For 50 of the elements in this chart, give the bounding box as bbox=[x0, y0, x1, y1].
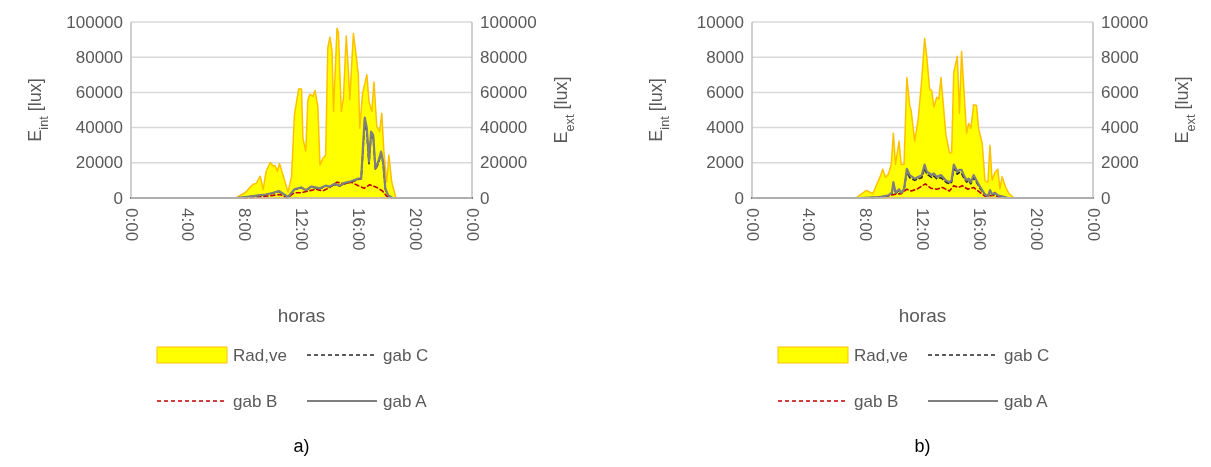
y-tick-label: 2000 bbox=[706, 153, 744, 173]
x-axis-title: horas bbox=[898, 305, 947, 326]
x-tick-label: 0:00 bbox=[121, 208, 141, 242]
x-tick-label: 4:00 bbox=[799, 208, 819, 242]
legend-label: gab B bbox=[854, 391, 899, 411]
y2-tick-label: 100000 bbox=[480, 12, 537, 32]
legend-label: gab A bbox=[1004, 391, 1049, 411]
text: b) bbox=[914, 436, 931, 456]
x-tick-label: 16:00 bbox=[969, 208, 989, 251]
legend-label: gab C bbox=[1004, 345, 1050, 365]
x-tick-label: 20:00 bbox=[1026, 208, 1046, 251]
text: a) bbox=[293, 436, 310, 456]
x-tick-label: 20:00 bbox=[405, 208, 425, 251]
y-tick-label: 0 bbox=[734, 188, 744, 208]
y2-tick-label: 40000 bbox=[480, 118, 528, 138]
x-tick-label: 12:00 bbox=[292, 208, 311, 251]
y-tick-label: 0 bbox=[113, 188, 123, 208]
legend-label: gab B bbox=[233, 391, 278, 411]
legend-label: Rad,ve bbox=[233, 345, 287, 365]
x-axis-title: horas bbox=[277, 305, 326, 326]
legend-label: gab A bbox=[383, 391, 428, 411]
y2-tick-label: 80000 bbox=[480, 47, 528, 67]
y-tick-label: 8000 bbox=[706, 47, 744, 67]
x-tick-label: 4:00 bbox=[178, 208, 198, 242]
y2-tick-label: 6000 bbox=[1101, 82, 1139, 102]
y-tick-label: 6000 bbox=[706, 82, 744, 102]
y2-tick-label: 8000 bbox=[1101, 47, 1139, 67]
legend-label: gab C bbox=[383, 345, 429, 365]
y2-tick-label: 4000 bbox=[1101, 118, 1139, 138]
y2-tick-label: 10000 bbox=[1101, 12, 1149, 32]
y2-tick-label: 2000 bbox=[1101, 153, 1139, 173]
y-tick-label: 60000 bbox=[75, 82, 123, 102]
y-tick-label: 4000 bbox=[706, 118, 744, 138]
legend-label: Rad,ve bbox=[854, 345, 908, 365]
y2-tick-label: 0 bbox=[1101, 188, 1111, 208]
y-tick-label: 100000 bbox=[66, 12, 123, 32]
x-tick-label: 8:00 bbox=[235, 208, 255, 242]
y2-tick-label: 60000 bbox=[480, 82, 528, 102]
x-tick-label: 0:00 bbox=[462, 208, 482, 242]
y-tick-label: 20000 bbox=[75, 153, 123, 173]
y-tick-label: 40000 bbox=[75, 118, 123, 138]
x-tick-label: 0:00 bbox=[742, 208, 762, 242]
y-tick-label: 10000 bbox=[696, 12, 744, 32]
x-tick-label: 16:00 bbox=[348, 208, 368, 251]
y2-tick-label: 0 bbox=[480, 188, 490, 208]
y-tick-label: 80000 bbox=[75, 47, 123, 67]
x-tick-label: 0:00 bbox=[1083, 208, 1103, 242]
x-tick-label: 8:00 bbox=[856, 208, 876, 242]
y2-tick-label: 20000 bbox=[480, 153, 528, 173]
x-tick-label: 12:00 bbox=[913, 208, 932, 251]
